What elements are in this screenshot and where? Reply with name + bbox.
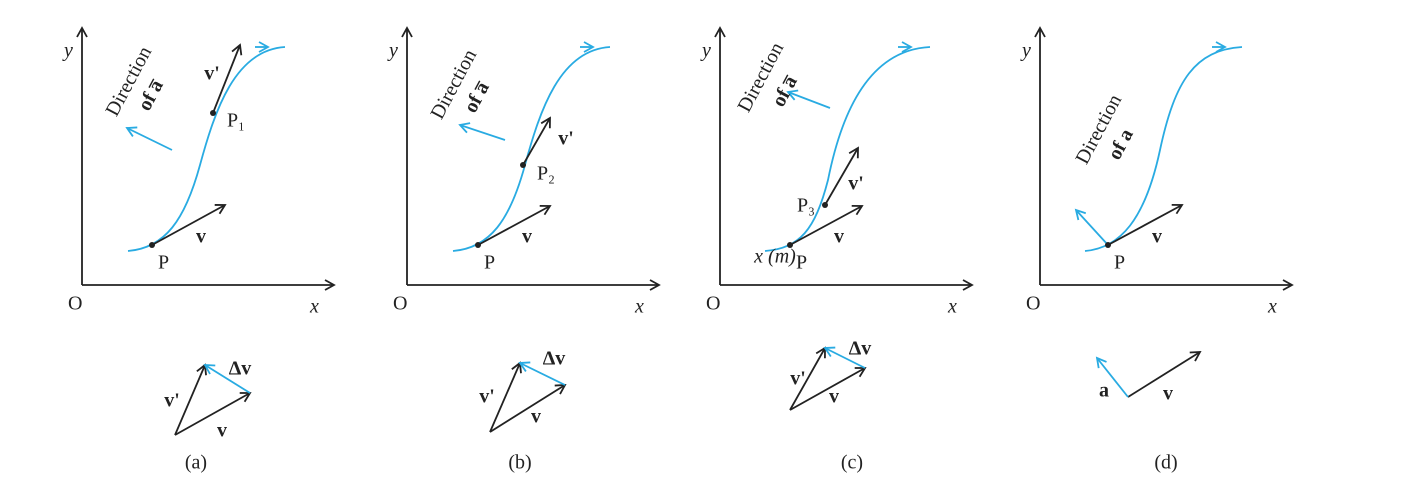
caption: (c) bbox=[841, 452, 863, 474]
point bbox=[149, 242, 155, 248]
velocity bbox=[151, 204, 227, 246]
origin-label: O bbox=[393, 293, 407, 315]
y-axis-label: y bbox=[700, 40, 711, 62]
point-2-label: P₂ bbox=[537, 163, 555, 185]
triangle-v bbox=[174, 392, 252, 436]
velocity-2 bbox=[824, 146, 859, 206]
point-2-label: P₁ bbox=[227, 110, 245, 132]
caption: (d) bbox=[1154, 452, 1177, 474]
triangle-v-label: v bbox=[1163, 383, 1173, 405]
point-label: P bbox=[484, 252, 495, 274]
triangle-dv-label: Δv bbox=[543, 348, 566, 370]
y-axis-label: y bbox=[62, 40, 73, 62]
x-axis-label: x bbox=[1267, 296, 1277, 318]
triangle-v-prime bbox=[489, 361, 522, 433]
triangle-v-label: v bbox=[217, 420, 227, 442]
x-axis-label: x bbox=[634, 296, 644, 318]
triangle-v bbox=[789, 367, 867, 411]
acceleration-direction bbox=[786, 89, 831, 109]
triangle-v-prime bbox=[789, 346, 826, 411]
velocity-label: v bbox=[196, 226, 206, 248]
triangle-a-label: a bbox=[1099, 380, 1109, 402]
triangle-dv bbox=[518, 361, 566, 386]
origin-label: O bbox=[706, 293, 720, 315]
velocity bbox=[477, 204, 552, 246]
caption: (a) bbox=[185, 452, 207, 474]
point-2 bbox=[520, 162, 526, 168]
triangle-v-label: v bbox=[829, 386, 839, 408]
velocity-2 bbox=[212, 43, 243, 114]
x-axis-label: x bbox=[947, 296, 957, 318]
y-axis-label: y bbox=[1020, 40, 1031, 62]
triangle-v-prime-label: v' bbox=[164, 390, 180, 412]
point-2 bbox=[822, 202, 828, 208]
triangle-dv bbox=[203, 364, 251, 394]
triangle-v bbox=[1127, 351, 1202, 398]
velocity-label: v bbox=[834, 226, 844, 248]
axis-note: x (m) bbox=[753, 246, 796, 268]
point bbox=[475, 242, 481, 248]
x-axis-label: x bbox=[309, 296, 319, 318]
point-2 bbox=[210, 110, 216, 116]
caption: (b) bbox=[508, 452, 531, 474]
acceleration-direction bbox=[125, 126, 173, 151]
velocity-2-label: v' bbox=[848, 173, 864, 195]
acceleration-direction bbox=[458, 122, 506, 141]
origin-label: O bbox=[68, 293, 82, 315]
triangle-v-prime bbox=[174, 363, 207, 436]
trajectory bbox=[127, 46, 286, 252]
acceleration-direction bbox=[1074, 208, 1109, 246]
triangle-v bbox=[489, 384, 567, 433]
point-label: P bbox=[1114, 252, 1125, 274]
triangle-v-label: v bbox=[531, 406, 541, 428]
triangle-v-prime-label: v' bbox=[479, 386, 495, 408]
point-2-label: P₃ bbox=[797, 195, 815, 217]
origin-label: O bbox=[1026, 293, 1040, 315]
velocity bbox=[789, 204, 864, 246]
triangle-a bbox=[1095, 356, 1129, 398]
triangle-dv-label: Δv bbox=[229, 358, 252, 380]
triangle-v-prime-label: v' bbox=[790, 368, 806, 390]
point-label: P bbox=[158, 252, 169, 274]
point bbox=[1105, 242, 1111, 248]
velocity-label: v bbox=[522, 226, 532, 248]
velocity-label: v bbox=[1152, 226, 1162, 248]
point bbox=[787, 242, 793, 248]
velocity-2 bbox=[522, 116, 551, 166]
y-axis-label: y bbox=[387, 40, 398, 62]
velocity-2-label: v' bbox=[204, 63, 220, 85]
velocity-2-label: v' bbox=[558, 128, 574, 150]
velocity bbox=[1107, 203, 1184, 246]
triangle-dv-label: Δv bbox=[849, 338, 872, 360]
triangle-dv bbox=[823, 346, 866, 369]
point-label: P bbox=[796, 252, 807, 274]
